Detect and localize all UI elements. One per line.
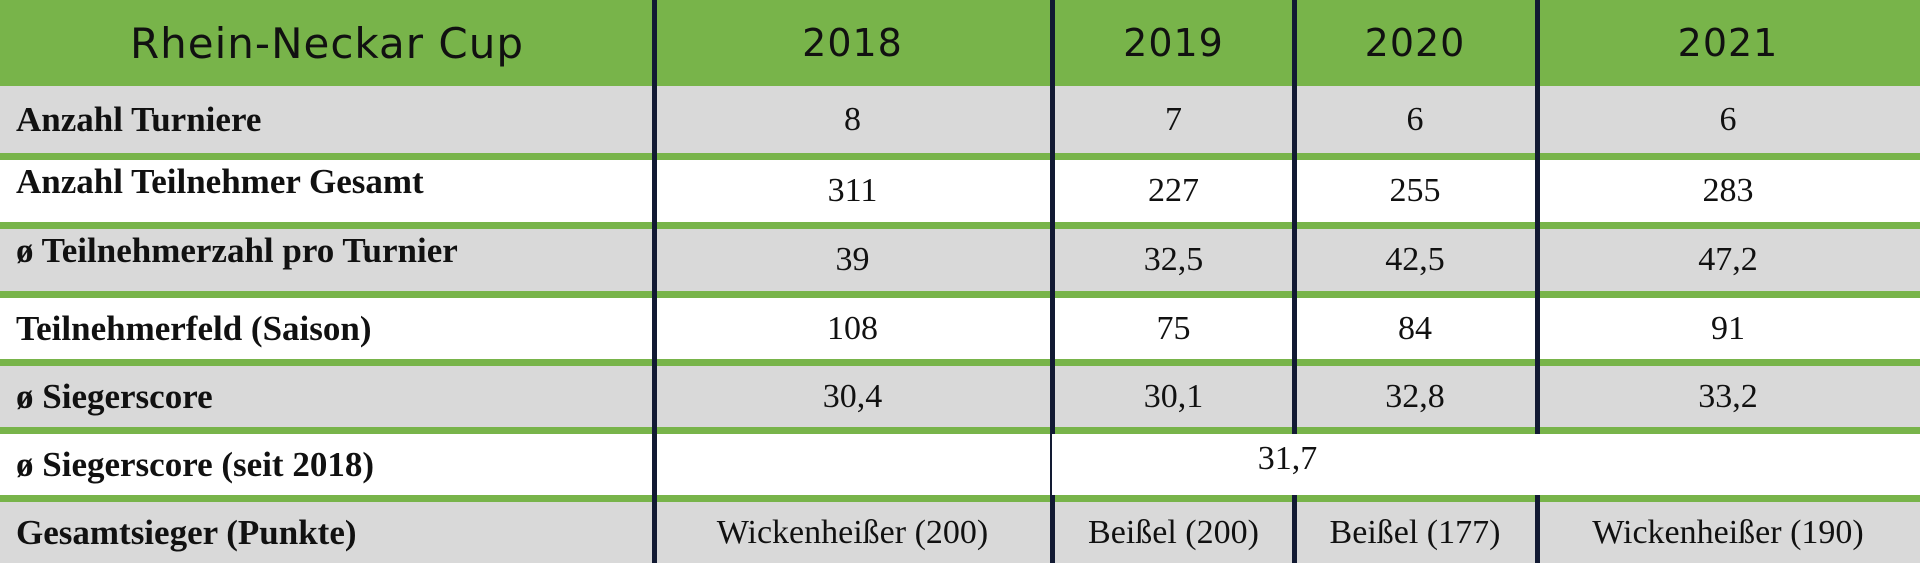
table-cell: Beißel (200) <box>1088 513 1259 551</box>
row-label: Anzahl Teilnehmer Gesamt <box>16 162 424 201</box>
table-cell: 33,2 <box>1698 377 1758 415</box>
year-header-2019: 2019 <box>1123 21 1224 65</box>
year-header-2021: 2021 <box>1677 21 1779 65</box>
table-cell: 84 <box>1398 309 1432 347</box>
row-divider <box>0 359 1920 366</box>
merged-cell-cover <box>1052 434 1542 495</box>
row-label: ø Teilnehmerzahl pro Turnier <box>16 231 458 270</box>
table-cell: 42,5 <box>1385 241 1445 278</box>
column-divider <box>652 0 657 563</box>
table-row: ø Teilnehmerzahl pro Turnier 39 32,5 42,… <box>0 229 1920 291</box>
table-title: Rhein-Neckar Cup <box>130 18 524 68</box>
merged-cell-value: 31,7 <box>1257 440 1318 477</box>
table-cell: 32,8 <box>1385 377 1445 415</box>
row-label: Anzahl Turniere <box>16 99 262 139</box>
row-divider <box>0 153 1920 160</box>
row-divider <box>0 291 1920 298</box>
table-cell: Wickenheißer (200) <box>716 513 989 551</box>
table-row: Teilnehmerfeld (Saison) 108 75 84 91 <box>0 298 1920 359</box>
table-cell: 283 <box>1702 172 1754 209</box>
column-divider <box>1292 0 1297 563</box>
table-cell: 75 <box>1156 309 1191 347</box>
table-cell: 30,1 <box>1143 377 1204 415</box>
table-cell: Wickenheißer (190) <box>1592 513 1864 551</box>
table-cell: 8 <box>844 100 861 138</box>
table-cell: 91 <box>1711 309 1745 347</box>
table-cell: 255 <box>1389 172 1441 209</box>
row-label: Gesamtsieger (Punkte) <box>16 512 357 552</box>
row-label: Teilnehmerfeld (Saison) <box>16 308 372 348</box>
table-cell: 7 <box>1165 100 1182 138</box>
table-row: Gesamtsieger (Punkte) Wickenheißer (200)… <box>0 502 1920 563</box>
header-row: Rhein-Neckar Cup 2018 2019 2020 2021 <box>0 0 1920 86</box>
table-row: Anzahl Teilnehmer Gesamt 311 227 255 283 <box>0 160 1920 222</box>
table-row: ø Siegerscore 30,4 30,1 32,8 33,2 <box>0 366 1920 427</box>
row-divider <box>0 495 1920 502</box>
row-divider <box>0 427 1920 434</box>
table-cell: 311 <box>827 172 878 209</box>
row-label: ø Siegerscore (seit 2018) <box>16 444 374 484</box>
table-cell: 6 <box>1719 100 1737 138</box>
row-divider <box>0 222 1920 229</box>
table-row: Anzahl Turniere 8 7 6 6 <box>0 86 1920 153</box>
table-cell: Beißel (177) <box>1329 513 1501 551</box>
row-label: ø Siegerscore <box>16 376 213 416</box>
table-row: ø Siegerscore (seit 2018) 31,7 <box>0 434 1920 495</box>
table-cell: 6 <box>1406 100 1424 138</box>
column-divider <box>1050 0 1055 563</box>
table-cell: 32,5 <box>1143 241 1204 278</box>
table-cell: 108 <box>827 309 878 347</box>
table-cell: 39 <box>835 241 870 278</box>
year-header-2020: 2020 <box>1364 21 1466 65</box>
table-cell: 30,4 <box>822 377 883 415</box>
table-cell: 227 <box>1148 172 1199 209</box>
table-cell: 47,2 <box>1698 241 1758 278</box>
year-header-2018: 2018 <box>802 21 903 65</box>
column-divider <box>1535 0 1540 563</box>
